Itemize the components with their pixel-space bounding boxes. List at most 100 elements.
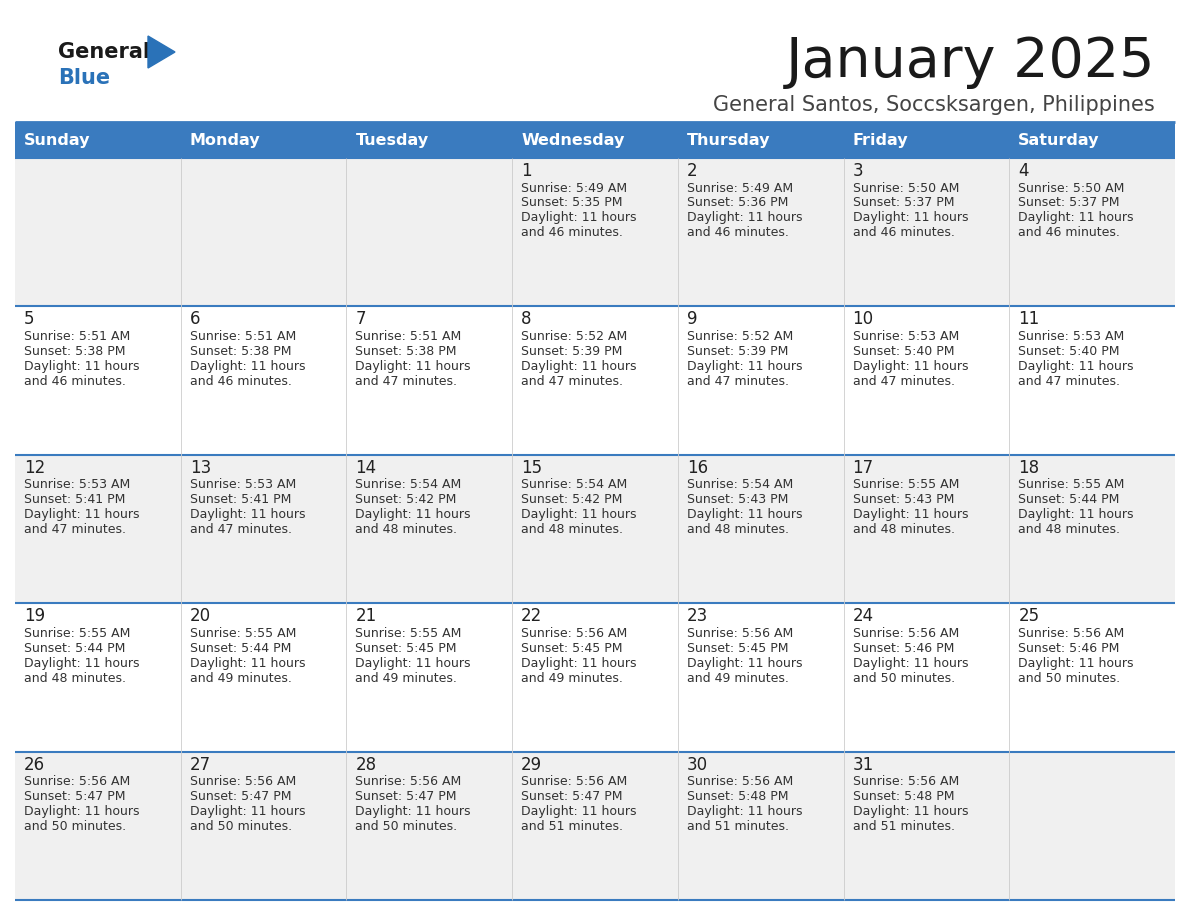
Text: 7: 7: [355, 310, 366, 329]
Text: Sunrise: 5:55 AM: Sunrise: 5:55 AM: [24, 627, 131, 640]
Text: Sunrise: 5:53 AM: Sunrise: 5:53 AM: [853, 330, 959, 343]
Text: Sunset: 5:43 PM: Sunset: 5:43 PM: [687, 493, 788, 507]
Text: Daylight: 11 hours: Daylight: 11 hours: [1018, 656, 1133, 670]
Text: 17: 17: [853, 459, 873, 476]
Text: Daylight: 11 hours: Daylight: 11 hours: [24, 656, 139, 670]
Bar: [181, 752, 347, 900]
Text: Daylight: 11 hours: Daylight: 11 hours: [190, 360, 305, 373]
Text: Sunrise: 5:54 AM: Sunrise: 5:54 AM: [687, 478, 794, 491]
Text: Daylight: 11 hours: Daylight: 11 hours: [355, 509, 470, 521]
Text: 8: 8: [522, 310, 532, 329]
Text: and 46 minutes.: and 46 minutes.: [24, 375, 126, 388]
Text: 2: 2: [687, 162, 697, 180]
Bar: [678, 122, 843, 158]
Text: Daylight: 11 hours: Daylight: 11 hours: [687, 211, 802, 225]
Bar: [678, 603, 843, 752]
Text: Sunrise: 5:56 AM: Sunrise: 5:56 AM: [190, 775, 296, 788]
Text: and 47 minutes.: and 47 minutes.: [24, 523, 126, 536]
Bar: [15, 603, 181, 752]
Text: 30: 30: [687, 756, 708, 774]
Bar: [347, 307, 512, 454]
Text: Sunset: 5:40 PM: Sunset: 5:40 PM: [1018, 345, 1120, 358]
Text: Daylight: 11 hours: Daylight: 11 hours: [1018, 509, 1133, 521]
Text: Saturday: Saturday: [1018, 132, 1100, 148]
Text: Sunrise: 5:50 AM: Sunrise: 5:50 AM: [853, 182, 959, 195]
Bar: [843, 603, 1010, 752]
Text: 10: 10: [853, 310, 873, 329]
Text: and 46 minutes.: and 46 minutes.: [1018, 227, 1120, 240]
Text: Sunrise: 5:56 AM: Sunrise: 5:56 AM: [24, 775, 131, 788]
Bar: [843, 122, 1010, 158]
Text: and 51 minutes.: and 51 minutes.: [687, 820, 789, 834]
Text: 29: 29: [522, 756, 542, 774]
Bar: [843, 307, 1010, 454]
Bar: [181, 603, 347, 752]
Text: and 51 minutes.: and 51 minutes.: [522, 820, 624, 834]
Text: Sunrise: 5:52 AM: Sunrise: 5:52 AM: [522, 330, 627, 343]
Text: and 46 minutes.: and 46 minutes.: [853, 227, 954, 240]
Text: 11: 11: [1018, 310, 1040, 329]
Text: 28: 28: [355, 756, 377, 774]
Text: Sunrise: 5:56 AM: Sunrise: 5:56 AM: [522, 627, 627, 640]
Text: and 48 minutes.: and 48 minutes.: [522, 523, 624, 536]
Text: Sunrise: 5:53 AM: Sunrise: 5:53 AM: [24, 478, 131, 491]
Text: 23: 23: [687, 607, 708, 625]
Text: 13: 13: [190, 459, 211, 476]
Text: Sunrise: 5:52 AM: Sunrise: 5:52 AM: [687, 330, 794, 343]
Text: Daylight: 11 hours: Daylight: 11 hours: [355, 656, 470, 670]
Text: and 46 minutes.: and 46 minutes.: [522, 227, 623, 240]
Text: Daylight: 11 hours: Daylight: 11 hours: [190, 805, 305, 818]
Text: Monday: Monday: [190, 132, 260, 148]
Text: 5: 5: [24, 310, 34, 329]
Bar: [15, 752, 181, 900]
Text: Thursday: Thursday: [687, 132, 770, 148]
Bar: [1010, 158, 1175, 307]
Text: 16: 16: [687, 459, 708, 476]
Bar: [347, 454, 512, 603]
Text: Sunset: 5:39 PM: Sunset: 5:39 PM: [687, 345, 788, 358]
Text: Daylight: 11 hours: Daylight: 11 hours: [355, 360, 470, 373]
Text: Sunrise: 5:53 AM: Sunrise: 5:53 AM: [1018, 330, 1125, 343]
Text: Sunset: 5:38 PM: Sunset: 5:38 PM: [24, 345, 126, 358]
Bar: [15, 122, 181, 158]
Bar: [678, 454, 843, 603]
Text: 24: 24: [853, 607, 873, 625]
Text: Sunrise: 5:51 AM: Sunrise: 5:51 AM: [355, 330, 462, 343]
Polygon shape: [148, 36, 175, 68]
Bar: [512, 158, 678, 307]
Text: Daylight: 11 hours: Daylight: 11 hours: [190, 656, 305, 670]
Bar: [1010, 122, 1175, 158]
Text: Daylight: 11 hours: Daylight: 11 hours: [687, 509, 802, 521]
Text: Sunset: 5:42 PM: Sunset: 5:42 PM: [522, 493, 623, 507]
Text: Sunset: 5:46 PM: Sunset: 5:46 PM: [853, 642, 954, 655]
Bar: [181, 122, 347, 158]
Text: Sunset: 5:48 PM: Sunset: 5:48 PM: [853, 790, 954, 803]
Text: 20: 20: [190, 607, 210, 625]
Bar: [347, 752, 512, 900]
Text: and 50 minutes.: and 50 minutes.: [355, 820, 457, 834]
Text: Friday: Friday: [853, 132, 908, 148]
Text: Blue: Blue: [58, 68, 110, 88]
Text: and 47 minutes.: and 47 minutes.: [522, 375, 624, 388]
Text: and 49 minutes.: and 49 minutes.: [190, 672, 291, 685]
Text: Sunset: 5:38 PM: Sunset: 5:38 PM: [190, 345, 291, 358]
Bar: [512, 122, 678, 158]
Bar: [512, 454, 678, 603]
Text: 3: 3: [853, 162, 864, 180]
Text: and 46 minutes.: and 46 minutes.: [190, 375, 291, 388]
Text: 6: 6: [190, 310, 201, 329]
Text: Daylight: 11 hours: Daylight: 11 hours: [687, 656, 802, 670]
Text: Sunrise: 5:55 AM: Sunrise: 5:55 AM: [1018, 478, 1125, 491]
Text: 19: 19: [24, 607, 45, 625]
Text: Sunset: 5:47 PM: Sunset: 5:47 PM: [190, 790, 291, 803]
Text: and 49 minutes.: and 49 minutes.: [355, 672, 457, 685]
Text: 15: 15: [522, 459, 542, 476]
Text: Daylight: 11 hours: Daylight: 11 hours: [522, 211, 637, 225]
Text: 27: 27: [190, 756, 210, 774]
Text: Daylight: 11 hours: Daylight: 11 hours: [522, 656, 637, 670]
Text: Sunset: 5:40 PM: Sunset: 5:40 PM: [853, 345, 954, 358]
Text: and 47 minutes.: and 47 minutes.: [355, 375, 457, 388]
Text: Daylight: 11 hours: Daylight: 11 hours: [24, 805, 139, 818]
Text: Sunrise: 5:49 AM: Sunrise: 5:49 AM: [687, 182, 792, 195]
Text: Sunset: 5:45 PM: Sunset: 5:45 PM: [355, 642, 457, 655]
